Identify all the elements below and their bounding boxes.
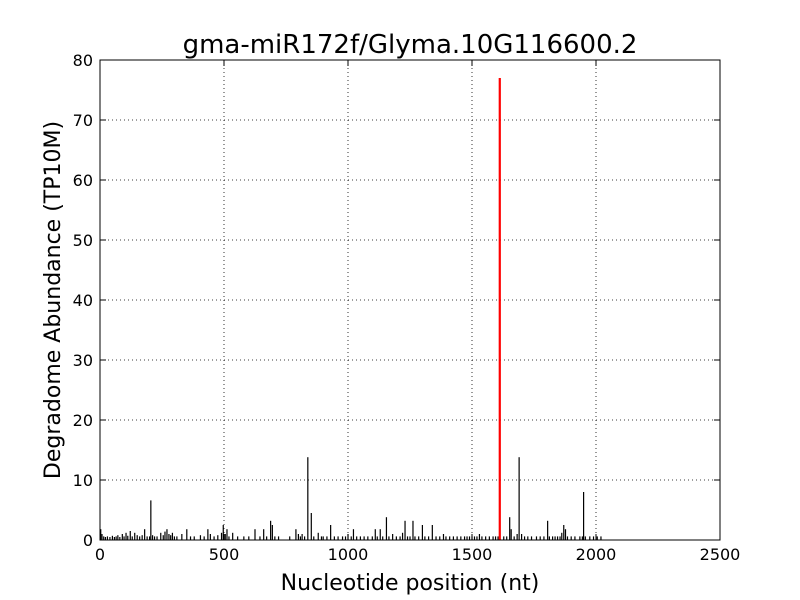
bars-group [100, 78, 602, 540]
y-ticks: 0 10 20 30 40 50 60 70 80 [73, 51, 720, 550]
y-tick-label: 10 [73, 471, 93, 490]
x-tick-label: 0 [95, 545, 105, 564]
y-tick-label: 20 [73, 411, 93, 430]
x-tick-label: 1500 [452, 545, 493, 564]
y-tick-label: 50 [73, 231, 93, 250]
x-tick-label: 500 [209, 545, 240, 564]
x-tick-label: 1000 [328, 545, 369, 564]
grid-lines [100, 60, 720, 540]
x-ticks: 0 500 1000 1500 2000 2500 [95, 60, 740, 564]
y-axis-label: Degradome Abundance (TP10M) [41, 121, 66, 479]
x-tick-label: 2000 [576, 545, 617, 564]
x-axis-label: Nucleotide position (nt) [281, 571, 540, 596]
y-tick-label: 60 [73, 171, 93, 190]
y-tick-label: 80 [73, 51, 93, 70]
y-tick-label: 0 [83, 531, 93, 550]
x-tick-label: 2500 [700, 545, 741, 564]
y-tick-label: 70 [73, 111, 93, 130]
y-tick-label: 30 [73, 351, 93, 370]
chart-title: gma-miR172f/Glyma.10G116600.2 [183, 30, 638, 60]
y-tick-label: 40 [73, 291, 93, 310]
